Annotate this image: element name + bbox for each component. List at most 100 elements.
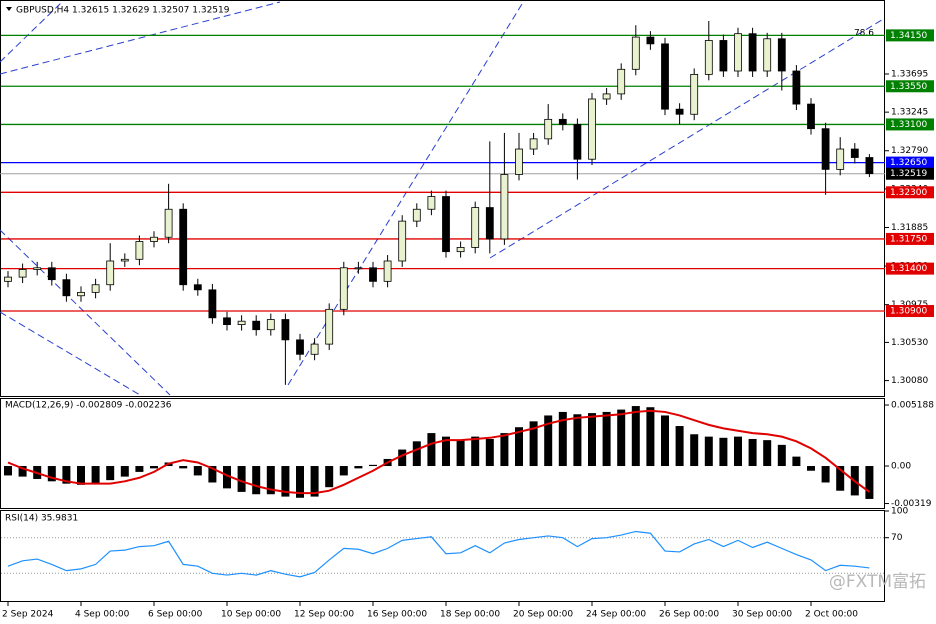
trendline xyxy=(0,229,171,396)
candle-body xyxy=(836,148,845,170)
macd-bar xyxy=(91,466,100,484)
x-tick-label: 24 Sep 00:00 xyxy=(586,610,646,620)
macd-bar xyxy=(18,466,27,477)
candle-body xyxy=(4,276,12,282)
level-label: 1.32300 xyxy=(890,188,927,198)
candle-body xyxy=(383,260,392,282)
candle-body xyxy=(719,40,728,72)
macd-bar xyxy=(602,411,611,467)
candle-body xyxy=(91,284,100,293)
macd-bar xyxy=(223,466,231,489)
candle-body xyxy=(588,98,596,160)
macd-bar xyxy=(865,466,874,499)
level-label-box xyxy=(886,232,934,245)
candle-body xyxy=(164,208,173,238)
candle-body xyxy=(529,138,538,150)
trendline xyxy=(0,1,63,63)
candle-body xyxy=(602,93,611,100)
candle-body xyxy=(33,267,42,270)
macd-bar xyxy=(544,415,553,467)
level-label-box xyxy=(886,305,934,318)
macd-bar xyxy=(661,415,669,467)
level-label-box xyxy=(886,262,934,275)
candle-body xyxy=(865,157,874,175)
price-panel-frame xyxy=(0,0,885,397)
candle-body xyxy=(223,317,231,326)
macd-bar xyxy=(442,436,450,467)
macd-bar xyxy=(208,466,217,483)
y-tick-label: 1.32790 xyxy=(891,146,928,156)
macd-bar xyxy=(412,441,421,467)
level-label: 1.30900 xyxy=(890,307,927,317)
candle-body xyxy=(252,320,261,331)
candle-body xyxy=(369,267,377,282)
macd-bar xyxy=(456,440,465,467)
macd-panel-frame xyxy=(0,398,885,509)
rsi-panel-frame xyxy=(0,510,885,602)
candle-body xyxy=(339,267,348,310)
candle-body xyxy=(617,68,626,95)
macd-bar xyxy=(339,466,348,476)
candle-body xyxy=(646,36,655,45)
macd-bar xyxy=(471,436,480,467)
y-tick-label: 100 xyxy=(891,507,908,517)
trendline xyxy=(489,17,886,259)
macd-bar xyxy=(588,413,596,467)
macd-bar xyxy=(529,421,538,467)
y-tick-label: 1.31885 xyxy=(891,223,928,233)
candle-body xyxy=(427,196,436,210)
macd-bar xyxy=(296,466,304,498)
macd-bar xyxy=(690,434,699,467)
macd-bar xyxy=(310,466,319,497)
level-label: 1.31750 xyxy=(890,234,927,244)
y-tick-label: -0.00319 xyxy=(891,499,932,509)
candle-body xyxy=(266,319,275,331)
macd-bar xyxy=(252,466,261,495)
macd-bar xyxy=(193,466,202,476)
y-tick-label: 1.33245 xyxy=(891,108,928,118)
candle-body xyxy=(471,207,480,248)
macd-bar xyxy=(120,466,129,477)
candle-body xyxy=(792,70,801,105)
macd-bar xyxy=(135,466,144,472)
macd-bar xyxy=(179,466,188,469)
macd-bar xyxy=(573,414,582,467)
x-tick-label: 2 Oct 00:00 xyxy=(805,610,858,620)
macd-bar xyxy=(354,466,363,469)
candle-body xyxy=(354,267,363,270)
candle-body xyxy=(77,291,85,297)
y-tick-label: 0.00 xyxy=(891,462,911,472)
macd-bar xyxy=(237,466,246,492)
candle-body xyxy=(18,269,27,278)
candle-body xyxy=(558,118,567,125)
x-tick-label: 6 Sep 00:00 xyxy=(148,610,203,620)
candle-body xyxy=(398,220,407,262)
candle-body xyxy=(661,43,669,110)
macd-bar xyxy=(777,444,786,467)
macd-bar xyxy=(281,466,290,497)
rsi-title: RSI(14) 35.9831 xyxy=(5,514,78,524)
signal-line xyxy=(7,409,870,495)
candle-body xyxy=(544,118,553,140)
candle-body xyxy=(62,279,71,297)
menu-icon[interactable] xyxy=(6,7,12,11)
candle-body xyxy=(442,196,450,253)
candle-body xyxy=(734,33,742,72)
candle-body xyxy=(573,124,582,160)
candle-body xyxy=(748,33,757,72)
candle-body xyxy=(500,174,509,240)
candle-body xyxy=(763,38,772,72)
candle-body xyxy=(704,40,713,75)
macd-bar xyxy=(821,466,830,483)
candle-body xyxy=(47,267,56,281)
macd-bar xyxy=(77,466,85,485)
macd-bar xyxy=(836,466,845,491)
y-tick-label: 1.30530 xyxy=(891,338,928,348)
macd-bar xyxy=(792,456,801,467)
candle-body xyxy=(412,208,421,222)
macd-bar xyxy=(515,427,523,467)
candle-body xyxy=(193,284,202,291)
candle-body xyxy=(821,128,830,170)
macd-bar xyxy=(325,466,334,488)
macd-bar xyxy=(719,437,728,467)
